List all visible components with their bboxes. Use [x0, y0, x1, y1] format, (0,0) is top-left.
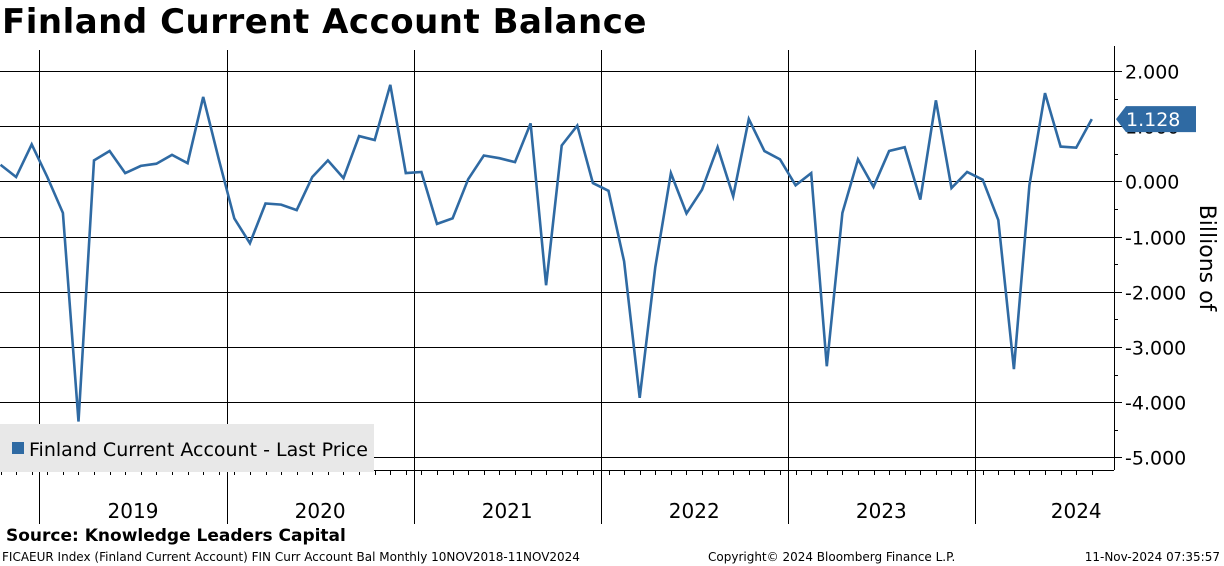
series-layer	[0, 84, 1093, 422]
y-tick-label: -4.000	[1125, 393, 1186, 415]
legend-label: Finland Current Account - Last Price	[29, 439, 368, 461]
footer-source: Source: Knowledge Leaders Capital	[6, 526, 346, 546]
legend: Finland Current Account - Last Price	[0, 424, 374, 472]
footer-timestamp: 11-Nov-2024 07:35:57	[1084, 550, 1220, 564]
y-tick-label: -1.000	[1125, 228, 1186, 250]
year-label: 2020	[295, 499, 346, 523]
year-label: 2024	[1051, 499, 1102, 523]
y-tick-label: -5.000	[1125, 448, 1186, 470]
last-value-label: 1.128	[1126, 109, 1180, 131]
legend-box: Finland Current Account - Last Price	[0, 424, 374, 472]
y-tick-label: 0.000	[1125, 172, 1179, 194]
footer-copyright: Copyright© 2024 Bloomberg Finance L.P.	[708, 550, 956, 564]
y-tick-label: 2.000	[1125, 62, 1179, 84]
y-axis-title: Billions of	[1194, 205, 1219, 313]
axis-layer: 2.0001.0000.000-1.000-2.000-3.000-4.000-…	[0, 46, 1219, 523]
year-label: 2022	[669, 499, 720, 523]
legend-background	[0, 424, 374, 472]
y-tick-label: -3.000	[1125, 338, 1186, 360]
chart-title: Finland Current Account Balance	[2, 2, 647, 42]
series-line	[0, 84, 1093, 422]
footer-meta: FICAEUR Index (Finland Current Account) …	[2, 550, 580, 564]
label-layer: 1.128	[1116, 106, 1196, 133]
last-value-badge	[1116, 106, 1196, 133]
legend-swatch	[12, 442, 24, 454]
year-label: 2019	[108, 499, 159, 523]
last-value-callout: 1.128	[1116, 106, 1196, 133]
year-label: 2023	[856, 499, 907, 523]
y-tick-label: -2.000	[1125, 283, 1186, 305]
year-label: 2021	[482, 499, 533, 523]
